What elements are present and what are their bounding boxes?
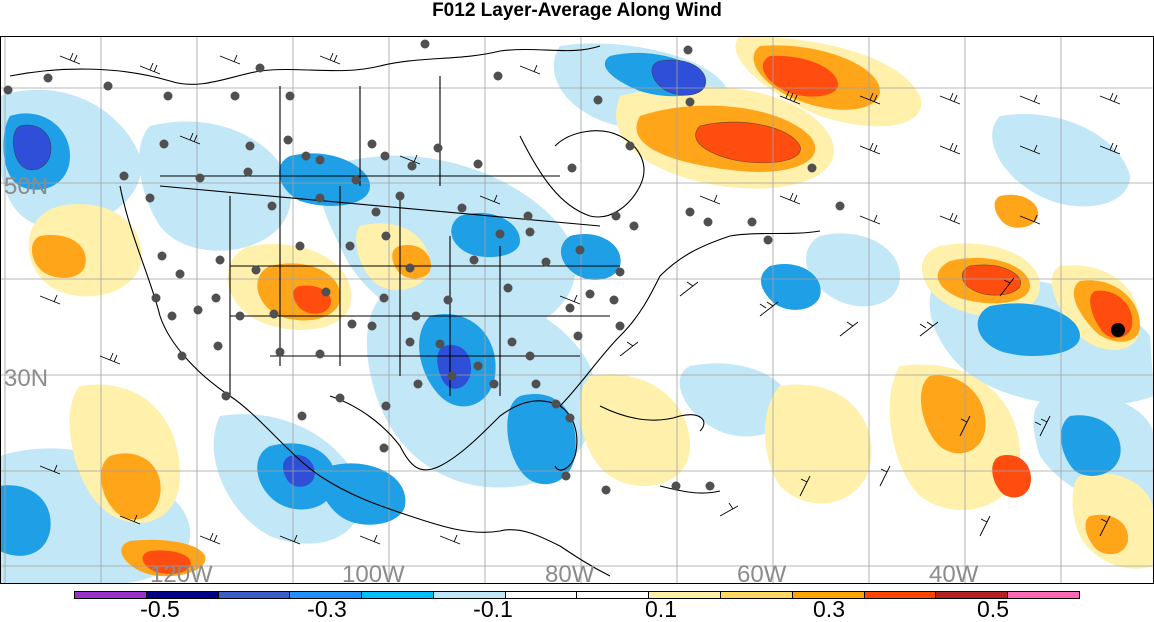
colorbar-segment (433, 592, 506, 598)
lon-label-40w: 40W (929, 561, 979, 584)
colorbar-segment (290, 592, 363, 598)
colorbar-segment (146, 592, 219, 598)
chart-title: F012 Layer-Average Along Wind (432, 0, 722, 21)
longitude-labels: 120W 100W 80W 60W 40W (150, 561, 979, 584)
lon-label-80w: 80W (545, 561, 595, 584)
colorbar-tick-label: -0.1 (473, 596, 513, 622)
contour-lines (12, 59, 1021, 296)
latitude-labels: 50N 30N (4, 173, 48, 392)
colorbar-segment (721, 592, 793, 598)
colorbar-segment (362, 592, 434, 598)
colorbar-tick-label: -0.5 (140, 596, 180, 622)
colorbar-segment (75, 592, 147, 598)
map-panel: 50N 30N 120W 100W 80W 60W 40W (0, 36, 1154, 584)
colorbar-tick-label: 0.5 (977, 596, 1009, 622)
lat-label-50n: 50N (4, 173, 48, 200)
colorbar-tick-label: 0.3 (813, 596, 845, 622)
lon-label-100w: 100W (342, 561, 405, 584)
lon-label-60w: 60W (737, 561, 787, 584)
colorbar-segment (936, 592, 1009, 598)
colorbar-tick-label: 0.1 (645, 596, 677, 622)
observation-stations (3, 39, 845, 495)
colorbar (74, 591, 1080, 599)
colorbar-segment (505, 592, 578, 598)
graticule (0, 36, 1154, 584)
hurricane-marker (1111, 323, 1125, 337)
colorbar-tick-label: -0.3 (307, 596, 347, 622)
colorbar-segment (1008, 592, 1079, 598)
colorbar-segment (218, 592, 291, 598)
lat-label-30n: 30N (4, 365, 48, 392)
lon-label-120w: 120W (150, 561, 213, 584)
colorbar-segment (864, 592, 937, 598)
colorbar-tick-labels: -0.5 -0.3 -0.1 0.1 0.3 0.5 (74, 597, 1080, 622)
colorbar-segment (792, 592, 865, 598)
wind-barbs (39, 52, 1121, 545)
colorbar-segment (649, 592, 722, 598)
colorbar-segment (577, 592, 650, 598)
